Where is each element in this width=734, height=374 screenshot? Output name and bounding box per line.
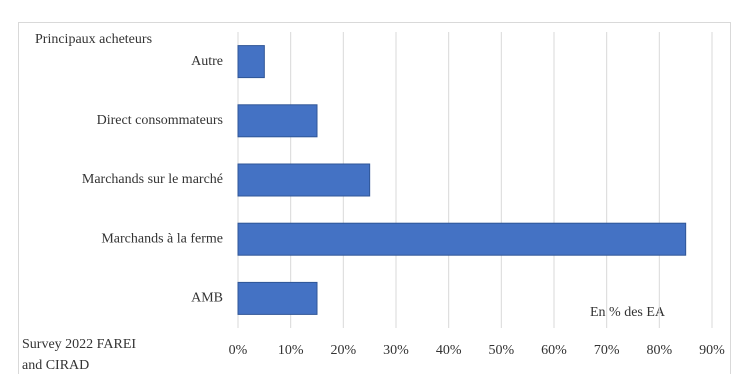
x-tick-label: 50% bbox=[488, 343, 514, 358]
x-tick-label: 70% bbox=[594, 343, 620, 358]
x-tick-label: 60% bbox=[541, 343, 567, 358]
chart-title: Principaux acheteurs bbox=[35, 32, 152, 47]
x-tick-label: 20% bbox=[330, 343, 356, 358]
annotation: En % des EA bbox=[590, 305, 666, 320]
y-tick-label: AMB bbox=[191, 291, 223, 306]
x-tick-label: 40% bbox=[436, 343, 462, 358]
x-tick-label: 90% bbox=[699, 343, 725, 358]
x-tick-label: 30% bbox=[383, 343, 409, 358]
y-tick-label: Marchands à la ferme bbox=[101, 231, 223, 246]
bar bbox=[237, 222, 687, 256]
source-line: and CIRAD bbox=[22, 358, 89, 373]
x-tick-label: 10% bbox=[278, 343, 304, 358]
x-tick-label: 80% bbox=[646, 343, 672, 358]
bar bbox=[237, 104, 318, 138]
bar bbox=[237, 45, 265, 79]
y-tick-label: Marchands sur le marché bbox=[82, 172, 223, 187]
bar bbox=[237, 163, 371, 197]
chart-border bbox=[18, 22, 731, 374]
y-tick-label: Direct consommateurs bbox=[97, 113, 223, 128]
source-line: Survey 2022 FAREI bbox=[22, 337, 136, 352]
x-tick-label: 0% bbox=[229, 343, 248, 358]
bar bbox=[237, 281, 318, 315]
y-tick-label: Autre bbox=[191, 54, 223, 69]
